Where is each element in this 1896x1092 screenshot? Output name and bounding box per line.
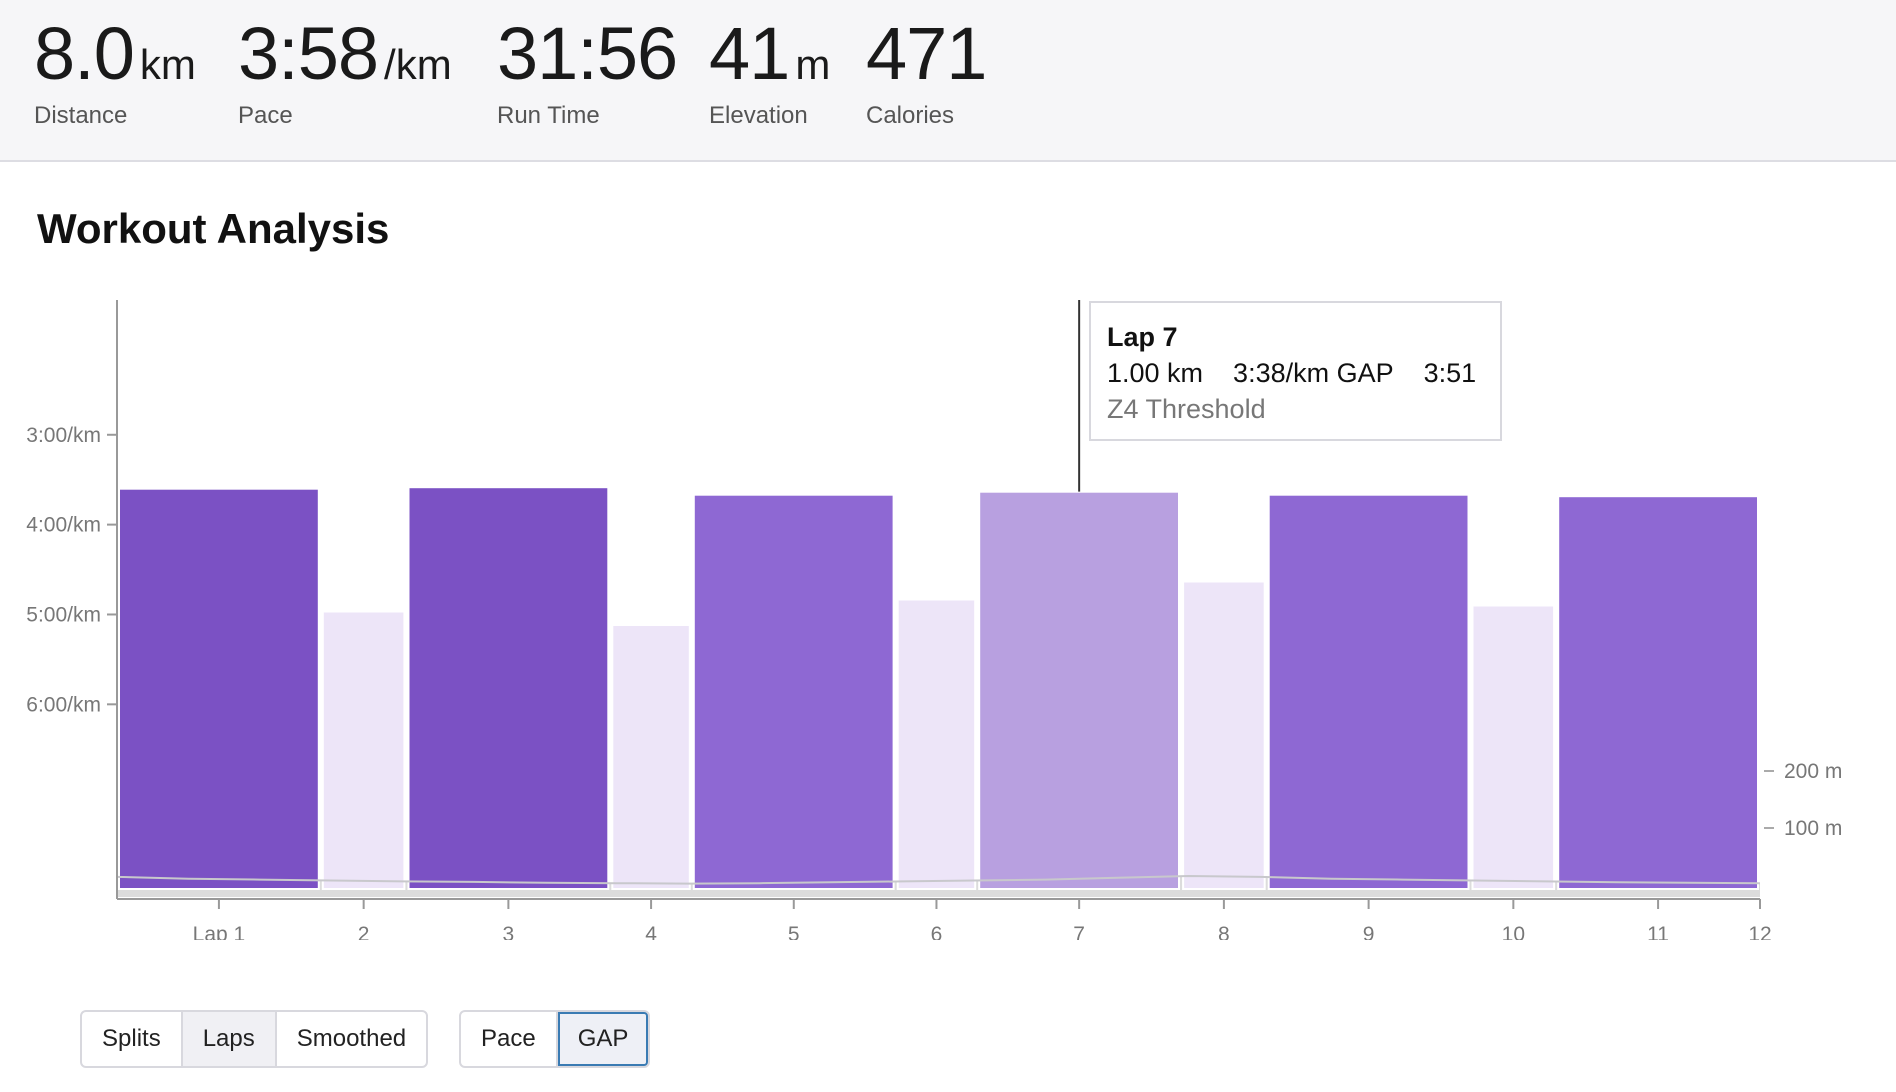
stat-distance-unit: km bbox=[139, 41, 196, 88]
stat-pace-label: Pace bbox=[238, 102, 293, 129]
stat-calories-label: Calories bbox=[866, 102, 955, 129]
stat-calories: 471 Calories bbox=[866, 12, 987, 130]
stat-pace: 3:58/km Pace bbox=[238, 14, 452, 130]
stat-distance: 8.0 km Distance bbox=[34, 14, 196, 130]
elevation-line bbox=[116, 874, 1761, 885]
y-tick-label: 6:00/km bbox=[26, 693, 101, 716]
stat-run-time-value: 31:56 bbox=[497, 12, 678, 95]
smoothed-button[interactable]: Smoothed bbox=[296, 1025, 407, 1052]
pace-button[interactable]: Pace bbox=[461, 1012, 558, 1066]
lap-bar[interactable] bbox=[896, 598, 977, 890]
tooltip-title: Lap 7 bbox=[1107, 322, 1178, 352]
stat-pace-value: 3:58 bbox=[238, 12, 379, 95]
stat-distance-label: Distance bbox=[34, 102, 128, 129]
x-tick-label: 12 bbox=[1748, 923, 1771, 940]
split-mode-toggle: Splits Laps Smoothed bbox=[80, 1010, 429, 1068]
x-tick-label: 5 bbox=[788, 923, 800, 940]
stat-run-time-label: Run Time bbox=[497, 102, 600, 129]
workout-chart[interactable]: 3:00/km 4:00/km 5:00/km 6:00/km 200 m 100 m La… bbox=[0, 280, 1896, 940]
tooltip-distance: 1.00 km bbox=[1107, 358, 1204, 388]
y-tick-label: 3:00/km bbox=[26, 424, 101, 447]
x-tick-label: 10 bbox=[1502, 923, 1525, 940]
stat-distance-value: 8.0 bbox=[34, 12, 135, 95]
x-tick-label: 3 bbox=[503, 923, 515, 940]
x-tick-label: 2 bbox=[358, 923, 370, 940]
lap-bar[interactable] bbox=[118, 487, 320, 890]
x-tick-label: Lap 1 bbox=[193, 923, 246, 940]
lap-bar[interactable] bbox=[407, 486, 610, 890]
elev-tick-label: 200 m bbox=[1784, 760, 1842, 783]
y-tick-label: 4:00/km bbox=[26, 514, 101, 537]
lap-bar[interactable] bbox=[1557, 495, 1759, 890]
lap-bar[interactable] bbox=[1182, 580, 1266, 890]
tooltip-time: 3:51 bbox=[1423, 358, 1477, 388]
tooltip-gap: 3:38/km GAP bbox=[1233, 358, 1394, 388]
lap-bar[interactable] bbox=[692, 493, 895, 890]
x-tick-label: 4 bbox=[645, 923, 657, 940]
lap-bar[interactable] bbox=[1471, 604, 1556, 890]
lap-bar[interactable] bbox=[1267, 493, 1470, 890]
elev-tick-label: 100 m bbox=[1784, 817, 1842, 840]
y-tick-label: 5:00/km bbox=[26, 603, 101, 626]
lap-tooltip: Lap 7 1.00 km 3:38/km GAP 3:51 Z4 Thresh… bbox=[1089, 301, 1502, 441]
x-tick-label: 8 bbox=[1218, 923, 1230, 940]
stat-elevation: 41 m Elevation bbox=[709, 14, 830, 130]
metric-toggle: Pace GAP bbox=[459, 1010, 651, 1068]
tooltip-zone: Z4 Threshold bbox=[1107, 394, 1266, 424]
splits-button[interactable]: Splits bbox=[82, 1012, 183, 1066]
lap-bar[interactable] bbox=[978, 490, 1181, 890]
stat-pace-unit: /km bbox=[384, 41, 452, 88]
lap-bar[interactable] bbox=[611, 624, 691, 890]
tooltip-row: 1.00 km 3:38/km GAP 3:51 bbox=[1107, 355, 1484, 391]
stat-elevation-label: Elevation bbox=[709, 102, 808, 129]
stat-run-time: 31:56 Run Time bbox=[497, 12, 678, 130]
x-tick-label: 6 bbox=[931, 923, 943, 940]
gap-button[interactable]: GAP bbox=[557, 1012, 649, 1066]
stats-bar: 8.0 km Distance 3:58/km Pace 31:56 Run Ti… bbox=[0, 0, 1896, 162]
lap-bar[interactable] bbox=[321, 610, 406, 890]
x-tick-label: 11 bbox=[1647, 923, 1669, 940]
x-tick-label: 9 bbox=[1363, 923, 1375, 940]
laps-button[interactable]: Laps bbox=[182, 1012, 277, 1066]
stat-elevation-value: 41 bbox=[709, 12, 790, 95]
x-tick-label: 7 bbox=[1073, 923, 1085, 940]
stat-calories-value: 471 bbox=[866, 12, 987, 95]
section-title: Workout Analysis bbox=[37, 205, 390, 252]
stat-elevation-unit: m bbox=[795, 41, 831, 88]
